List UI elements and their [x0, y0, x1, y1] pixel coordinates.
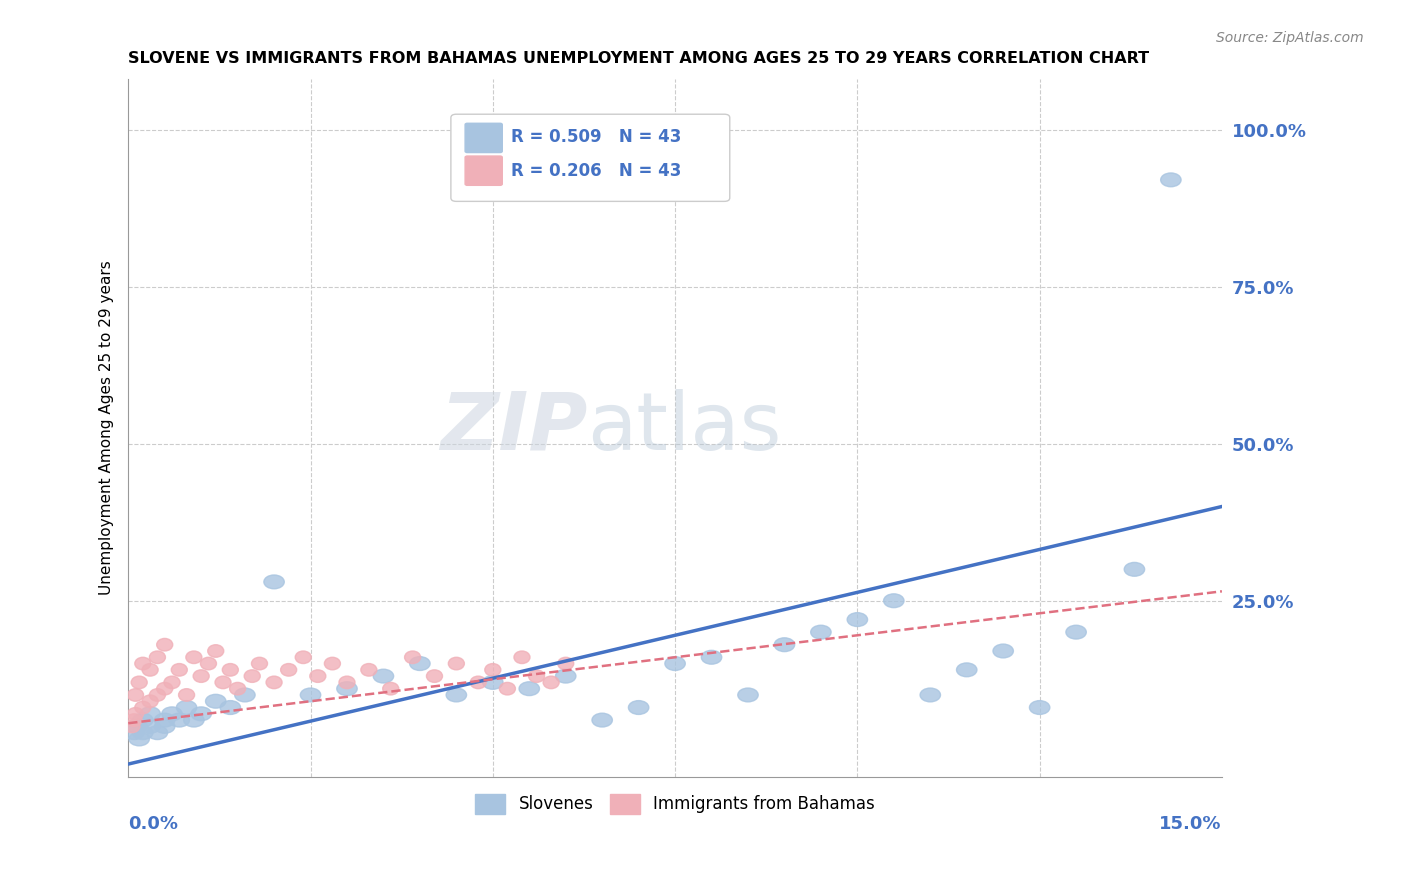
Legend: Slovenes, Immigrants from Bahamas: Slovenes, Immigrants from Bahamas: [468, 787, 882, 821]
Ellipse shape: [128, 689, 143, 701]
Text: 0.0%: 0.0%: [128, 815, 179, 833]
Ellipse shape: [361, 664, 377, 676]
Ellipse shape: [264, 575, 284, 589]
Ellipse shape: [222, 664, 239, 676]
Ellipse shape: [499, 682, 516, 695]
Ellipse shape: [482, 675, 503, 690]
Text: R = 0.206   N = 43: R = 0.206 N = 43: [510, 161, 682, 179]
Ellipse shape: [201, 657, 217, 670]
Ellipse shape: [165, 676, 180, 689]
Ellipse shape: [235, 688, 254, 702]
Ellipse shape: [426, 670, 443, 682]
Ellipse shape: [339, 676, 354, 689]
Ellipse shape: [148, 726, 167, 739]
Ellipse shape: [1125, 563, 1144, 576]
Ellipse shape: [956, 663, 977, 677]
Ellipse shape: [1029, 700, 1050, 714]
Ellipse shape: [519, 681, 540, 696]
Ellipse shape: [252, 657, 267, 670]
Ellipse shape: [775, 638, 794, 652]
Ellipse shape: [848, 613, 868, 626]
Text: R = 0.509   N = 43: R = 0.509 N = 43: [510, 128, 682, 146]
Ellipse shape: [555, 669, 576, 683]
Y-axis label: Unemployment Among Ages 25 to 29 years: Unemployment Among Ages 25 to 29 years: [100, 260, 114, 595]
Ellipse shape: [409, 657, 430, 671]
Ellipse shape: [229, 682, 246, 695]
FancyBboxPatch shape: [451, 114, 730, 202]
Text: 15.0%: 15.0%: [1160, 815, 1222, 833]
Ellipse shape: [485, 664, 501, 676]
Ellipse shape: [405, 651, 420, 664]
Ellipse shape: [128, 707, 143, 720]
Ellipse shape: [155, 714, 174, 727]
Ellipse shape: [449, 657, 464, 670]
Ellipse shape: [446, 688, 467, 702]
Ellipse shape: [142, 664, 157, 676]
Ellipse shape: [184, 714, 204, 727]
Ellipse shape: [883, 594, 904, 607]
Ellipse shape: [132, 714, 153, 727]
Ellipse shape: [156, 682, 173, 695]
Ellipse shape: [186, 651, 202, 664]
Ellipse shape: [309, 670, 326, 682]
Ellipse shape: [665, 657, 685, 671]
Ellipse shape: [149, 689, 166, 701]
Ellipse shape: [179, 689, 194, 701]
Ellipse shape: [141, 720, 160, 733]
Ellipse shape: [176, 700, 197, 714]
Ellipse shape: [205, 694, 226, 708]
Ellipse shape: [993, 644, 1014, 658]
Ellipse shape: [221, 700, 240, 714]
Ellipse shape: [529, 670, 544, 682]
Ellipse shape: [215, 676, 231, 689]
Ellipse shape: [1066, 625, 1087, 639]
Ellipse shape: [543, 676, 560, 689]
Text: atlas: atlas: [588, 389, 782, 467]
Ellipse shape: [382, 682, 399, 695]
Ellipse shape: [920, 688, 941, 702]
Ellipse shape: [169, 714, 190, 727]
Ellipse shape: [132, 726, 153, 739]
Ellipse shape: [592, 714, 613, 727]
Ellipse shape: [295, 651, 311, 664]
Ellipse shape: [155, 720, 174, 733]
Ellipse shape: [129, 732, 149, 746]
Text: SLOVENE VS IMMIGRANTS FROM BAHAMAS UNEMPLOYMENT AMONG AGES 25 TO 29 YEARS CORREL: SLOVENE VS IMMIGRANTS FROM BAHAMAS UNEMP…: [128, 51, 1149, 66]
Ellipse shape: [811, 625, 831, 639]
Ellipse shape: [191, 706, 211, 721]
Ellipse shape: [127, 714, 142, 726]
Ellipse shape: [337, 681, 357, 696]
Ellipse shape: [127, 720, 148, 733]
Ellipse shape: [515, 651, 530, 664]
Ellipse shape: [373, 669, 394, 683]
Ellipse shape: [266, 676, 283, 689]
Text: Source: ZipAtlas.com: Source: ZipAtlas.com: [1216, 31, 1364, 45]
Ellipse shape: [325, 657, 340, 670]
Ellipse shape: [558, 657, 574, 670]
Text: ZIP: ZIP: [440, 389, 588, 467]
Ellipse shape: [141, 706, 160, 721]
Ellipse shape: [193, 670, 209, 682]
Ellipse shape: [738, 688, 758, 702]
Ellipse shape: [208, 645, 224, 657]
FancyBboxPatch shape: [465, 156, 502, 186]
Ellipse shape: [142, 695, 157, 707]
Ellipse shape: [135, 701, 150, 714]
Ellipse shape: [245, 670, 260, 682]
Ellipse shape: [172, 664, 187, 676]
Ellipse shape: [281, 664, 297, 676]
Ellipse shape: [156, 639, 173, 651]
Ellipse shape: [702, 650, 721, 665]
Ellipse shape: [124, 726, 145, 739]
Ellipse shape: [470, 676, 486, 689]
Ellipse shape: [131, 676, 148, 689]
Ellipse shape: [149, 651, 166, 664]
Ellipse shape: [124, 720, 141, 732]
Ellipse shape: [628, 700, 648, 714]
Ellipse shape: [162, 706, 183, 721]
Ellipse shape: [135, 657, 150, 670]
Ellipse shape: [301, 688, 321, 702]
Ellipse shape: [1161, 173, 1181, 186]
FancyBboxPatch shape: [465, 123, 502, 153]
